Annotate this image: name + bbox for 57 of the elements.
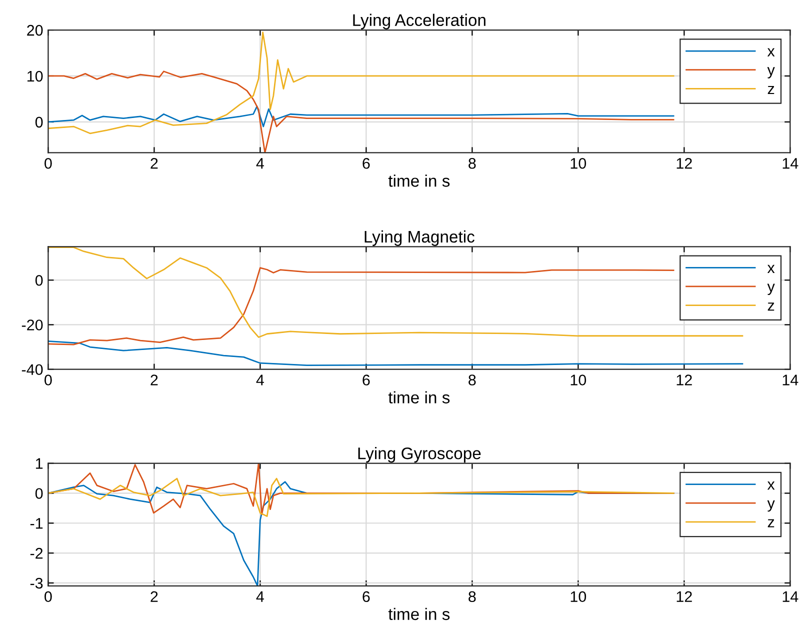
legend-label: y [767,284,775,295]
y-tick-label: 20 [27,24,43,36]
line-series [48,340,744,366]
y-tick-label: -2 [30,548,43,559]
x-tick-label: 6 [362,591,370,602]
x-tick-label: 6 [362,374,370,386]
x-tick-label: 2 [150,591,158,602]
line-series [48,246,744,338]
legend-label: z [768,86,774,94]
x-tick-label: 12 [676,374,692,386]
x-tick-label: 10 [570,374,586,386]
y-tick-label: 0 [35,116,43,128]
y-tick-label: 0 [35,274,43,286]
x-tick-label: 4 [256,374,264,386]
y-tick-label: 10 [27,70,43,82]
line-series [48,478,674,517]
y-tick-label: -40 [22,364,43,376]
line-series [48,32,674,134]
x-tick-label: 10 [570,591,586,602]
x-axis-title: time in s [388,608,450,620]
legend-label: x [767,264,775,274]
legend-label: z [768,302,774,311]
y-tick-label: 1 [36,458,43,469]
x-axis-title: time in s [388,391,450,404]
y-tick-label: -3 [30,578,43,589]
line-series [48,70,674,153]
legend-label: y [767,67,775,78]
legend-label: z [768,519,774,528]
y-tick-label: -1 [30,518,43,529]
y-tick-label: 0 [35,488,43,499]
chart-title: Lying Gyroscope [358,447,481,463]
x-tick-label: 10 [570,158,586,169]
legend-label: x [767,482,775,490]
x-tick-label: 12 [676,158,692,169]
line-series [48,267,674,346]
x-tick-label: 8 [468,374,476,386]
x-axis-title: time in s [388,174,450,187]
y-tick-label: -20 [22,320,43,330]
x-tick-label: 8 [468,591,476,602]
x-tick-label: 2 [150,158,158,169]
chart-title: Lying Acceleration [353,14,486,30]
x-tick-label: 14 [782,591,798,602]
x-tick-label: 14 [782,374,798,386]
legend-label: x [767,48,775,56]
x-tick-label: 14 [782,158,798,169]
x-tick-label: 4 [256,158,264,169]
x-tick-label: 2 [150,374,158,386]
x-tick-label: 4 [256,591,264,602]
x-tick-label: 0 [44,374,52,386]
x-tick-label: 0 [44,591,52,602]
x-tick-label: 12 [676,591,692,602]
line-series [48,106,674,128]
legend-label: y [767,500,775,512]
x-tick-label: 8 [468,158,476,169]
x-tick-label: 6 [362,158,370,169]
chart-title: Lying Magnetic [364,230,474,246]
x-tick-label: 0 [44,158,52,169]
